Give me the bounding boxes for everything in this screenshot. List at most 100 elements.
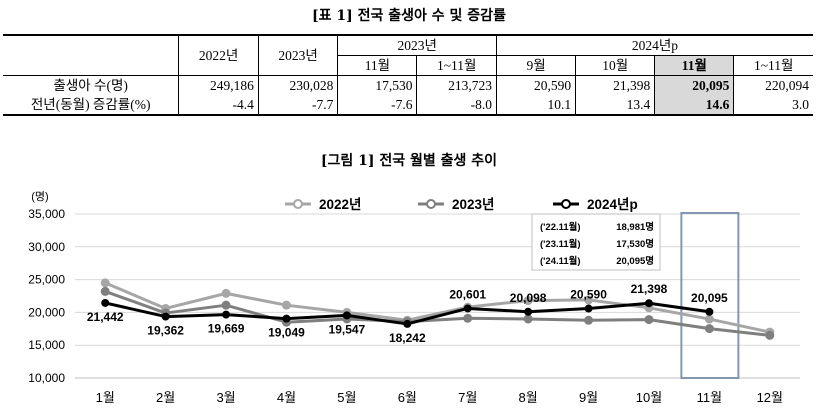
annotation-box: ('22.11월) 18,981명 ('23.11월) 17,530명 ('24.11월… <box>531 213 661 271</box>
legend-marker <box>426 199 436 209</box>
col-header-2023-nov: 11월 <box>337 55 417 76</box>
col-header-2022: 2022년 <box>178 34 259 76</box>
data-label: 20,601 <box>449 287 486 301</box>
cell-rate-2023: -7.7 <box>257 95 338 116</box>
data-point <box>221 288 231 298</box>
data-point <box>100 278 110 288</box>
col-header-2023: 2023년 <box>257 34 338 76</box>
data-label: 19,669 <box>208 322 245 336</box>
cell-rate-2024-nov: 14.6 <box>654 95 734 116</box>
legend-marker <box>293 199 303 209</box>
data-label: 21,442 <box>87 310 124 324</box>
col-header-2023-jan-nov: 1~11월 <box>416 55 497 76</box>
y-tick-label: 25,000 <box>28 273 65 287</box>
table-title: [표 1] 전국 출생아 수 및 증감률 <box>312 8 506 24</box>
legend-label: 2023년 <box>452 197 494 212</box>
y-tick-label: 15,000 <box>28 338 65 352</box>
data-point <box>100 286 110 296</box>
data-point <box>524 307 533 316</box>
chart-series <box>100 278 775 340</box>
data-point <box>221 300 231 310</box>
legend-marker <box>561 199 571 209</box>
data-label: 20,098 <box>510 291 547 305</box>
data-label: 18,242 <box>389 331 426 345</box>
x-tick-label: 6월 <box>398 390 417 405</box>
data-point <box>584 315 594 325</box>
data-point <box>222 310 231 319</box>
col-header-2024-nov: 11월 <box>654 55 734 76</box>
x-tick-label: 4월 <box>277 390 296 405</box>
x-tick-label: 11월 <box>697 390 722 405</box>
chart-data-labels: 21,442 19,362 19,669 19,049 19,547 18,242 20,6… <box>87 282 728 345</box>
x-tick-label: 8월 <box>519 390 538 405</box>
chart-ticks: 10,000 15,000 20,000 25,000 30,000 35,000 1월 2월… <box>28 207 783 405</box>
col-header-2024-jan-nov: 1~11월 <box>733 55 813 76</box>
x-tick-label: 5월 <box>337 390 356 405</box>
cell-births-2023-nov: 17,530 <box>337 75 417 95</box>
data-label: 20,590 <box>570 288 607 302</box>
data-point <box>403 319 412 328</box>
cell-births-2023: 230,028 <box>257 75 338 95</box>
x-tick-label: 9월 <box>579 390 598 405</box>
series-2024년p <box>101 298 714 328</box>
monthly-births-line-chart: (명) 2022년 2023년 2024년p 10,000 15,000 20,000 2… <box>28 190 800 405</box>
col-header-2024-sep: 9월 <box>495 55 576 76</box>
row-label-births: 출생아 수(명) <box>53 78 128 93</box>
y-tick-label: 20,000 <box>28 305 65 319</box>
col-header-2024-oct: 10월 <box>575 55 655 76</box>
cell-rate-2024-oct: 13.4 <box>575 95 655 116</box>
x-tick-label: 1월 <box>96 390 115 405</box>
x-tick-label: 7월 <box>458 390 477 405</box>
cell-births-2024-jan-nov: 220,094 <box>733 75 813 95</box>
data-point <box>523 296 533 306</box>
y-unit-label: (명) <box>31 190 48 203</box>
data-point <box>584 295 594 305</box>
cell-births-2022: 249,186 <box>178 75 259 95</box>
annotation-value: 18,981명 <box>616 221 654 233</box>
data-point <box>644 315 654 325</box>
data-point <box>644 299 653 308</box>
y-tick-label: 35,000 <box>28 207 65 221</box>
cell-births-2023-jan-nov: 213,723 <box>416 75 497 95</box>
series-2022년 <box>100 278 775 337</box>
x-tick-label: 12월 <box>757 390 783 405</box>
legend-item-2023년: 2023년 <box>418 197 494 212</box>
data-point <box>765 330 775 340</box>
data-label: 19,049 <box>268 326 305 340</box>
data-point <box>101 298 110 307</box>
annotation-value: 20,095명 <box>616 255 654 267</box>
cell-births-2024-nov: 20,095 <box>654 75 734 95</box>
data-point <box>342 311 351 320</box>
legend-label: 2024년p <box>587 197 638 212</box>
cell-rate-2022: -4.4 <box>178 95 259 116</box>
data-point <box>584 304 593 313</box>
data-point <box>161 312 170 321</box>
data-point <box>282 314 291 323</box>
chart-legend: 2022년 2023년 2024년p <box>285 197 638 212</box>
data-point <box>523 314 533 324</box>
data-label: 21,398 <box>631 282 668 296</box>
x-tick-label: 10월 <box>636 390 662 405</box>
x-tick-label: 2월 <box>156 390 175 405</box>
series-line <box>104 281 771 334</box>
cell-births-2024-sep: 20,590 <box>495 75 576 95</box>
legend-label: 2022년 <box>319 197 361 212</box>
annotation-label: ('22.11월) <box>540 221 581 233</box>
annotation-value: 17,530명 <box>616 238 654 250</box>
data-point <box>705 307 714 316</box>
legend-item-2024년p: 2024년p <box>553 197 638 212</box>
data-point <box>463 304 472 313</box>
x-tick-label: 3월 <box>216 390 235 405</box>
series-line <box>104 289 770 337</box>
data-point <box>463 313 473 323</box>
data-label: 19,547 <box>329 322 366 336</box>
data-label: 20,095 <box>691 291 728 305</box>
group-header-2023: 2023년 <box>337 34 497 56</box>
group-header-2024: 2024년p <box>495 34 813 56</box>
annotation-frame <box>531 213 661 271</box>
empty-corner <box>3 34 179 76</box>
legend-item-2022년: 2022년 <box>285 197 361 212</box>
y-tick-label: 10,000 <box>28 371 65 385</box>
annotation-label: ('23.11월) <box>540 238 581 250</box>
cell-rate-2023-jan-nov: -8.0 <box>416 95 497 116</box>
